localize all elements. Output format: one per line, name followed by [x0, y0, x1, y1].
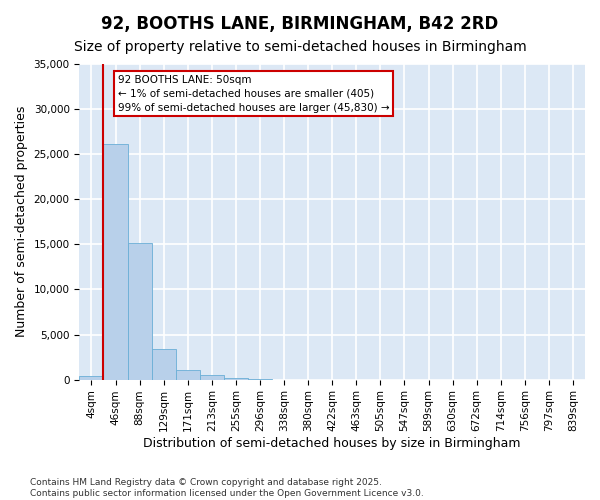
- Y-axis label: Number of semi-detached properties: Number of semi-detached properties: [15, 106, 28, 338]
- Bar: [103, 144, 128, 380]
- Text: Contains HM Land Registry data © Crown copyright and database right 2025.
Contai: Contains HM Land Registry data © Crown c…: [30, 478, 424, 498]
- Bar: [176, 370, 200, 380]
- Bar: [224, 378, 248, 380]
- Text: 92, BOOTHS LANE, BIRMINGHAM, B42 2RD: 92, BOOTHS LANE, BIRMINGHAM, B42 2RD: [101, 15, 499, 33]
- Text: 92 BOOTHS LANE: 50sqm
← 1% of semi-detached houses are smaller (405)
99% of semi: 92 BOOTHS LANE: 50sqm ← 1% of semi-detac…: [118, 75, 389, 113]
- Bar: [200, 375, 224, 380]
- Bar: [79, 376, 103, 380]
- Text: Size of property relative to semi-detached houses in Birmingham: Size of property relative to semi-detach…: [74, 40, 526, 54]
- Bar: [152, 349, 176, 380]
- Bar: [248, 379, 272, 380]
- Bar: [128, 242, 152, 380]
- X-axis label: Distribution of semi-detached houses by size in Birmingham: Distribution of semi-detached houses by …: [143, 437, 521, 450]
